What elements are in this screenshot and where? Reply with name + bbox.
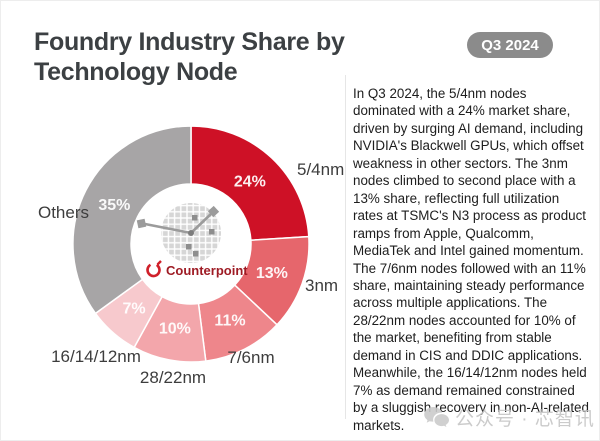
percent-label-7/6nm: 11% (214, 313, 245, 330)
node-label-5/4nm: 5/4nm (297, 160, 344, 179)
section-divider (345, 75, 346, 419)
page-title: Foundry Industry Share by Technology Nod… (34, 28, 345, 86)
percent-label-5/4nm: 24% (234, 173, 266, 190)
watermark: 公众号 · 芯智讯 (423, 404, 595, 431)
percent-label-Others: 35% (98, 197, 130, 214)
node-label-7/6nm: 7/6nm (227, 348, 274, 367)
node-label-Others: Others (38, 203, 89, 222)
watermark-text: 公众号 · 芯智讯 (455, 409, 595, 430)
percent-label-28/22nm: 10% (159, 321, 191, 338)
pie-slice-Others (72, 125, 192, 315)
percent-label-16/14/12nm: 7% (123, 301, 146, 318)
pie-slice-5/4nm (190, 125, 310, 241)
donut-chart: 24% 5/4nm 13% 3nm 11% 7/6nm 10% 28/22nm 7% 16/14/… (38, 125, 344, 387)
node-label-3nm: 3nm (305, 276, 338, 295)
donut-slices: 24% 5/4nm 13% 3nm 11% 7/6nm 10% 28/22nm 7% 16/14/… (38, 125, 344, 387)
counterpoint-logo-text: Counterpoint (166, 263, 248, 278)
percent-label-3nm: 13% (256, 265, 288, 282)
quarter-badge: Q3 2024 (467, 32, 553, 58)
counterpoint-clock-icon (146, 260, 162, 278)
wafer-clock-icon (136, 203, 221, 263)
node-label-28/22nm: 28/22nm (140, 368, 206, 387)
counterpoint-logo: Counterpoint (146, 260, 248, 278)
analysis-text: In Q3 2024, the 5/4nm nodes dominated wi… (353, 86, 589, 433)
node-label-16/14/12nm: 16/14/12nm (51, 347, 141, 366)
wechat-icon (424, 407, 449, 427)
